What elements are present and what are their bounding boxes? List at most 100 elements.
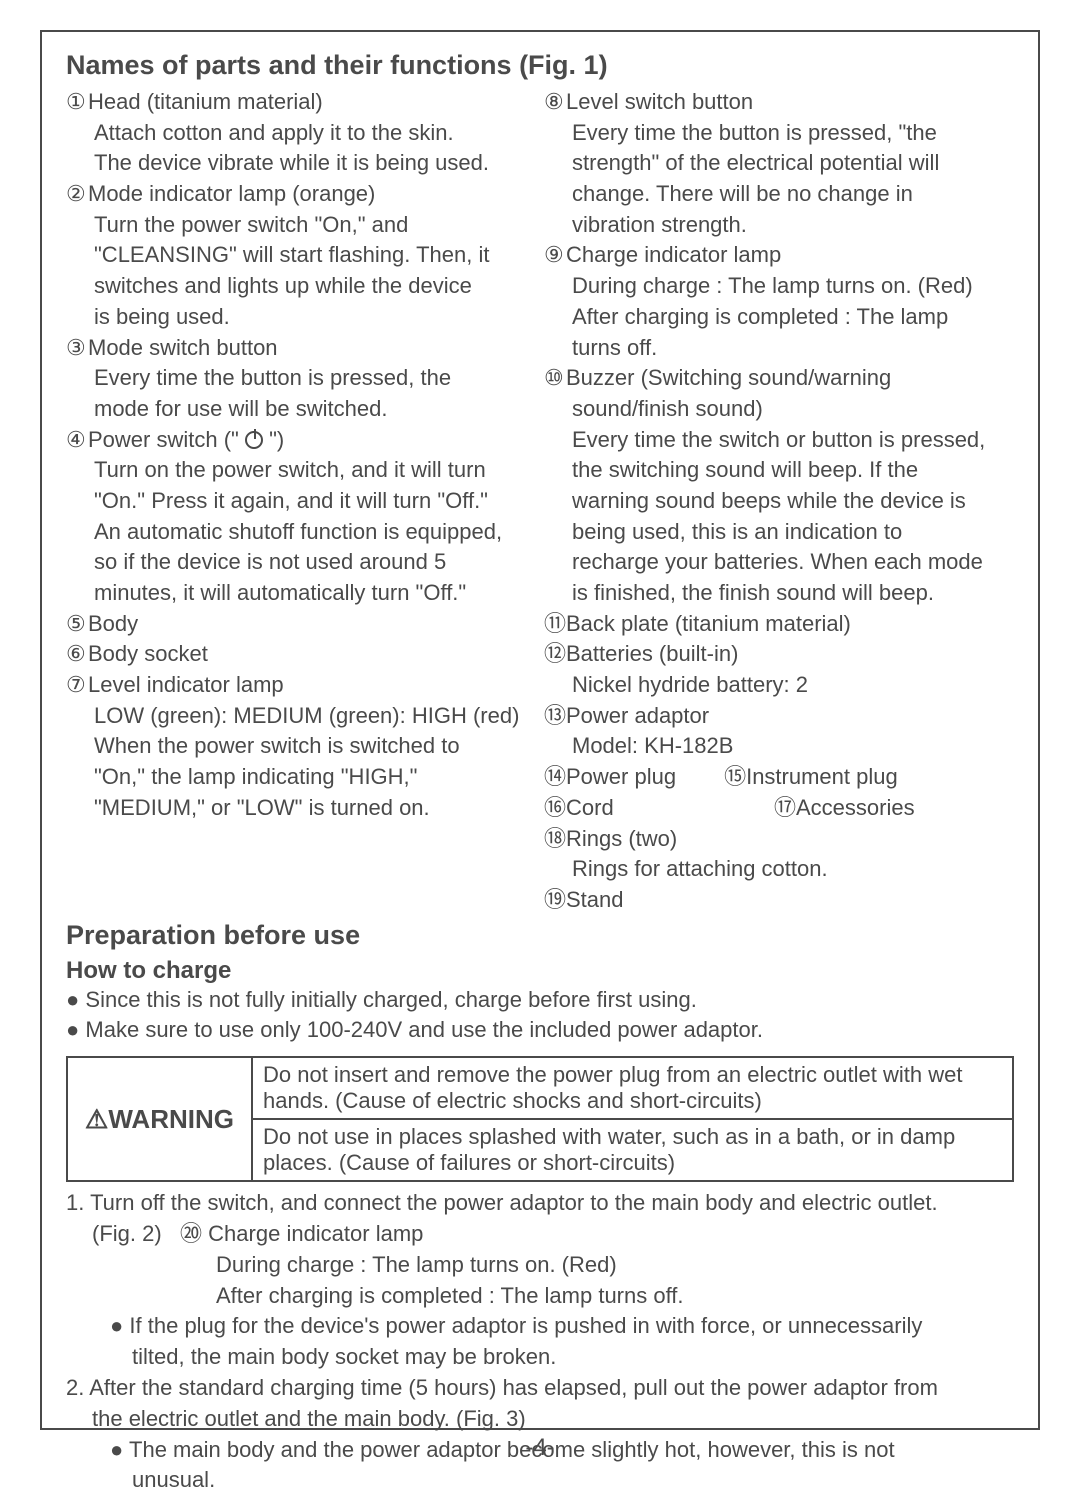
step2-b1b: unusual. <box>66 1465 1014 1496</box>
num-8: ⑧ <box>544 87 566 117</box>
num-10: ⑩ <box>544 363 566 393</box>
num-4: ④ <box>66 425 88 455</box>
part-4-line: minutes, it will automatically turn "Off… <box>66 578 536 608</box>
left-column: ①Head (titanium material) Attach cotton … <box>66 87 536 916</box>
num-6: ⑥ <box>66 639 88 669</box>
part-4-line: Turn on the power switch, and it will tu… <box>66 455 536 485</box>
num-17: ⑰ <box>774 793 796 823</box>
part-10-line: the switching sound will beep. If the <box>544 455 1014 485</box>
part-7-line: "On," the lamp indicating "HIGH," <box>66 762 536 792</box>
prep-bullets: Since this is not fully initially charge… <box>66 985 1014 1047</box>
part-18-line: Rings for attaching cotton. <box>544 854 1014 884</box>
part-9-line: turns off. <box>544 333 1014 363</box>
warning-icon: ⚠ <box>85 1104 108 1134</box>
part-7-line: When the power switch is switched to <box>66 731 536 761</box>
power-icon <box>245 431 263 449</box>
num-7: ⑦ <box>66 670 88 700</box>
part-15-title: Instrument plug <box>746 764 898 789</box>
part-2-line: is being used. <box>66 302 536 332</box>
part-16-title: Cord <box>566 795 614 820</box>
page-border: Names of parts and their functions (Fig.… <box>40 30 1040 1430</box>
step1-20-l1: During charge : The lamp turns on. (Red) <box>66 1250 1014 1281</box>
step1-bullet <box>110 1313 129 1338</box>
part-4-line: so if the device is not used around 5 <box>66 547 536 577</box>
part-12-title: Batteries (built-in) <box>566 641 738 666</box>
num-15: ⑮ <box>724 762 746 792</box>
num-14: ⑭ <box>544 762 566 792</box>
part-8-line: strength" of the electrical potential wi… <box>544 148 1014 178</box>
part-8-line: change. There will be no change in <box>544 179 1014 209</box>
part-10-title2: sound/finish sound) <box>544 394 1014 424</box>
step1-20-l2: After charging is completed : The lamp t… <box>66 1281 1014 1312</box>
warning-row-1: Do not insert and remove the power plug … <box>252 1057 1013 1119</box>
step-2a: 2. After the standard charging time (5 h… <box>66 1373 1014 1404</box>
step1-20-title: Charge indicator lamp <box>208 1221 423 1246</box>
warning-label-cell: ⚠WARNING <box>67 1057 252 1181</box>
part-7-line: "MEDIUM," or "LOW" is turned on. <box>66 793 536 823</box>
num-11: ⑪ <box>544 609 566 639</box>
num-13: ⑬ <box>544 701 566 731</box>
part-2-line: Turn the power switch "On," and <box>66 210 536 240</box>
step1-b1a: If the plug for the device's power adapt… <box>129 1313 922 1338</box>
parts-columns: ①Head (titanium material) Attach cotton … <box>66 87 1014 916</box>
num-9: ⑨ <box>544 240 566 270</box>
prep-bullet-1: Since this is not fully initially charge… <box>66 985 1014 1016</box>
step-2b: the electric outlet and the main body. (… <box>66 1404 1014 1435</box>
step-1: 1. Turn off the switch, and connect the … <box>66 1188 1014 1219</box>
part-10-line: Every time the switch or button is press… <box>544 425 1014 455</box>
part-12-line: Nickel hydride battery: 2 <box>544 670 1014 700</box>
section2-sub: How to charge <box>66 957 1014 985</box>
part-10-title: Buzzer (Switching sound/warning <box>566 365 891 390</box>
part-1-line: Attach cotton and apply it to the skin. <box>66 118 536 148</box>
part-18-title: Rings (two) <box>566 826 677 851</box>
step2-b1a: The main body and the power adaptor beco… <box>129 1437 895 1462</box>
part-4-line: "On." Press it again, and it will turn "… <box>66 486 536 516</box>
part-2-title: Mode indicator lamp (orange) <box>88 181 375 206</box>
num-16: ⑯ <box>544 793 566 823</box>
part-4-title-b: ") <box>263 427 284 452</box>
part-9-title: Charge indicator lamp <box>566 242 781 267</box>
step1-b1b: tilted, the main body socket may be brok… <box>66 1342 1014 1373</box>
part-10-line: is finished, the finish sound will beep. <box>544 578 1014 608</box>
step1-20-num: ⑳ <box>180 1221 202 1246</box>
part-14-title: Power plug <box>566 764 676 789</box>
part-9-line: During charge : The lamp turns on. (Red) <box>544 271 1014 301</box>
part-10-line: warning sound beeps while the device is <box>544 486 1014 516</box>
part-8-line: Every time the button is pressed, "the <box>544 118 1014 148</box>
part-7-title: Level indicator lamp <box>88 672 284 697</box>
section2-title: Preparation before use <box>66 920 1014 951</box>
part-11-title: Back plate (titanium material) <box>566 611 851 636</box>
warning-label: WARNING <box>108 1104 234 1134</box>
prep-bullet-2: Make sure to use only 100-240V and use t… <box>66 1015 1014 1046</box>
num-19: ⑲ <box>544 885 566 915</box>
warning-table: ⚠WARNING Do not insert and remove the po… <box>66 1056 1014 1182</box>
part-3-line: Every time the button is pressed, the <box>66 363 536 393</box>
part-1-line: The device vibrate while it is being use… <box>66 148 536 178</box>
part-7-line: LOW (green): MEDIUM (green): HIGH (red) <box>66 701 536 731</box>
part-13-title: Power adaptor <box>566 703 709 728</box>
part-6-title: Body socket <box>88 641 208 666</box>
part-4-title-a: Power switch (" <box>88 427 245 452</box>
page-number: -4- <box>525 1434 554 1462</box>
part-17-title: Accessories <box>796 795 915 820</box>
step2-bullet <box>110 1437 129 1462</box>
part-9-line: After charging is completed : The lamp <box>544 302 1014 332</box>
part-3-title: Mode switch button <box>88 335 278 360</box>
right-column: ⑧Level switch button Every time the butt… <box>544 87 1014 916</box>
step1-fig: (Fig. 2) <box>92 1221 162 1246</box>
part-10-line: recharge your batteries. When each mode <box>544 547 1014 577</box>
num-3: ③ <box>66 333 88 363</box>
num-5: ⑤ <box>66 609 88 639</box>
part-2-line: "CLEANSING" will start flashing. Then, i… <box>66 240 536 270</box>
num-1: ① <box>66 87 88 117</box>
part-4-line: An automatic shutoff function is equippe… <box>66 517 536 547</box>
part-8-line: vibration strength. <box>544 210 1014 240</box>
part-13-line: Model: KH-182B <box>544 731 1014 761</box>
part-19-title: Stand <box>566 887 624 912</box>
part-2-line: switches and lights up while the device <box>66 271 536 301</box>
part-10-line: being used, this is an indication to <box>544 517 1014 547</box>
warning-row-2: Do not use in places splashed with water… <box>252 1119 1013 1181</box>
part-3-line: mode for use will be switched. <box>66 394 536 424</box>
num-12: ⑫ <box>544 639 566 669</box>
part-1-title: Head (titanium material) <box>88 89 323 114</box>
